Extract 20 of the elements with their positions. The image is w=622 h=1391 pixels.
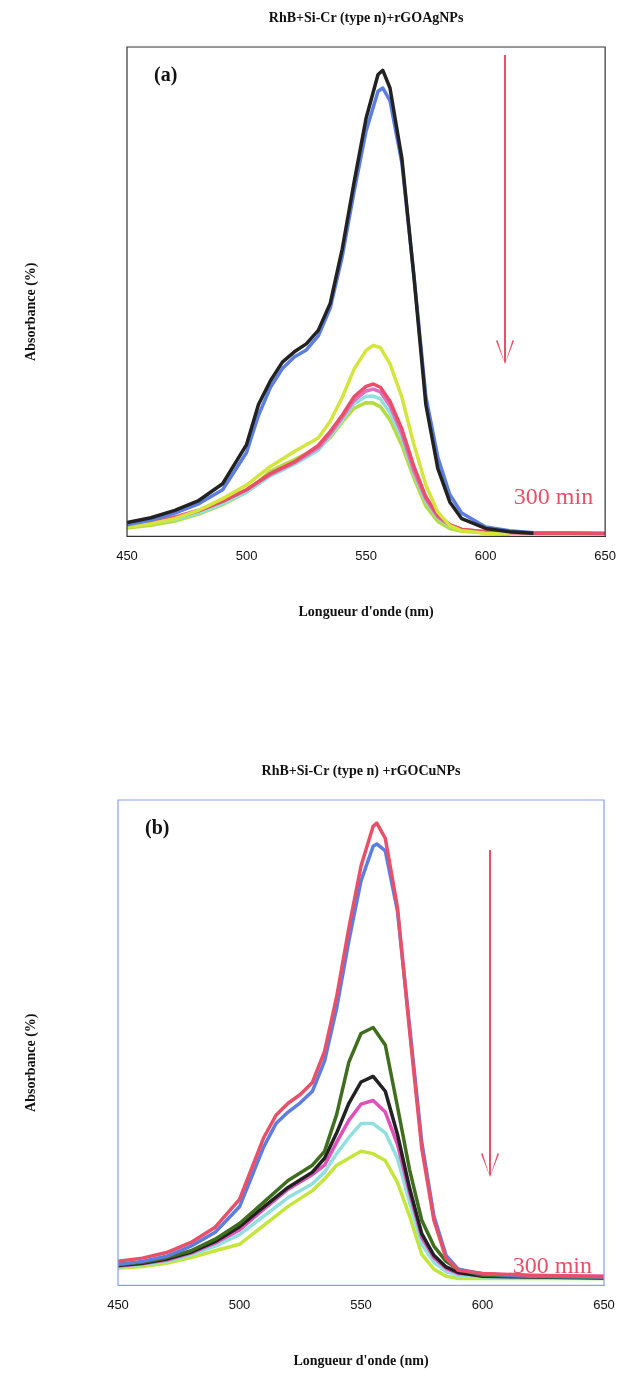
x-tick-label: 650 [593, 1296, 615, 1312]
x-axis-title: Longueur d'onde (nm) [298, 604, 434, 621]
x-tick-label: 450 [107, 1296, 129, 1312]
chart-title: RhB+Si-Cr (type n)+rGOAgNPs [268, 10, 464, 26]
x-tick-label: 600 [471, 1296, 494, 1312]
x-tick-label: 450 [116, 547, 138, 563]
x-tick-label: 500 [235, 547, 258, 563]
y-axis-title: Absorbance (%) [23, 1013, 39, 1112]
x-tick-label: 550 [350, 1296, 372, 1312]
chart-title: RhB+Si-Cr (type n) +rGOCuNPs [261, 763, 461, 779]
x-tick-label: 550 [355, 547, 377, 563]
annotation: 300 min [513, 483, 594, 510]
annotation: (b) [145, 816, 170, 839]
x-tick-label: 650 [594, 547, 617, 563]
x-tick-label: 600 [474, 547, 497, 563]
y-axis-title: Absorbance (%) [23, 262, 39, 361]
x-axis-title: Longueur d'onde (nm) [293, 1353, 429, 1370]
annotation: (a) [154, 63, 178, 86]
x-tick-label: 500 [228, 1296, 251, 1312]
annotation: 300 min [512, 1252, 592, 1279]
